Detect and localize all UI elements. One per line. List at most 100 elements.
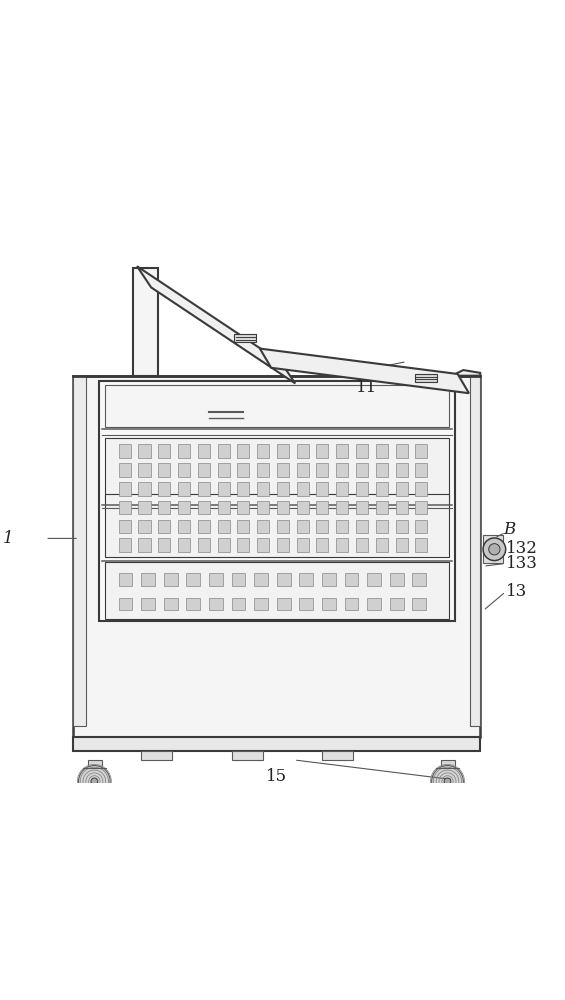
Bar: [277, 444, 289, 458]
Bar: [138, 520, 150, 533]
Bar: [483, 535, 503, 563]
Bar: [470, 376, 480, 726]
Bar: [198, 501, 210, 514]
Bar: [297, 501, 308, 514]
Bar: [119, 538, 131, 552]
Bar: [141, 751, 172, 760]
Bar: [322, 598, 336, 610]
Bar: [141, 573, 155, 586]
Bar: [376, 520, 388, 533]
Bar: [158, 482, 170, 496]
Bar: [237, 482, 249, 496]
Bar: [257, 482, 269, 496]
Circle shape: [91, 778, 98, 785]
Bar: [390, 598, 403, 610]
Bar: [257, 538, 269, 552]
Bar: [277, 598, 290, 610]
Bar: [105, 562, 449, 619]
Bar: [119, 463, 131, 477]
Bar: [356, 463, 368, 477]
Bar: [186, 598, 200, 610]
Bar: [297, 482, 308, 496]
Bar: [336, 501, 348, 514]
Bar: [316, 501, 328, 514]
Bar: [73, 376, 86, 726]
Bar: [209, 598, 223, 610]
Bar: [345, 573, 358, 586]
Bar: [232, 598, 245, 610]
Text: 11: 11: [356, 379, 377, 396]
Bar: [237, 444, 249, 458]
Bar: [356, 444, 368, 458]
Circle shape: [489, 544, 500, 555]
Bar: [119, 482, 131, 496]
Bar: [396, 463, 407, 477]
Circle shape: [444, 778, 451, 785]
Bar: [218, 501, 229, 514]
Text: B: B: [503, 521, 515, 538]
Polygon shape: [234, 334, 256, 342]
Bar: [441, 760, 455, 767]
Polygon shape: [137, 266, 295, 383]
Bar: [277, 573, 290, 586]
Bar: [336, 444, 348, 458]
Circle shape: [432, 766, 463, 797]
Bar: [277, 482, 289, 496]
Bar: [367, 598, 381, 610]
Bar: [178, 501, 190, 514]
Bar: [415, 538, 427, 552]
Bar: [164, 598, 177, 610]
Bar: [376, 501, 388, 514]
Bar: [277, 463, 289, 477]
Bar: [257, 444, 269, 458]
Bar: [105, 494, 449, 556]
Bar: [297, 538, 308, 552]
Bar: [297, 444, 308, 458]
Bar: [158, 538, 170, 552]
Bar: [257, 463, 269, 477]
Bar: [396, 501, 407, 514]
Bar: [415, 501, 427, 514]
Circle shape: [79, 766, 110, 797]
Bar: [336, 520, 348, 533]
Bar: [73, 737, 480, 751]
Bar: [232, 751, 263, 760]
Bar: [316, 520, 328, 533]
Bar: [376, 538, 388, 552]
Bar: [277, 538, 289, 552]
Bar: [412, 573, 426, 586]
Bar: [257, 520, 269, 533]
Bar: [336, 482, 348, 496]
Bar: [322, 751, 353, 760]
Bar: [99, 381, 455, 621]
Bar: [119, 520, 131, 533]
Bar: [164, 573, 177, 586]
Bar: [322, 573, 336, 586]
Bar: [316, 538, 328, 552]
Bar: [218, 482, 229, 496]
Bar: [356, 520, 368, 533]
Bar: [396, 444, 407, 458]
Bar: [336, 538, 348, 552]
Bar: [138, 463, 150, 477]
Bar: [376, 482, 388, 496]
Bar: [138, 444, 150, 458]
Polygon shape: [415, 374, 437, 382]
Bar: [237, 501, 249, 514]
Bar: [257, 501, 269, 514]
Bar: [356, 482, 368, 496]
Bar: [376, 444, 388, 458]
Bar: [254, 598, 268, 610]
Bar: [297, 520, 308, 533]
Text: 13: 13: [506, 583, 527, 600]
Text: 133: 133: [506, 555, 537, 572]
Bar: [198, 520, 210, 533]
Bar: [186, 573, 200, 586]
Bar: [178, 463, 190, 477]
Bar: [119, 573, 132, 586]
Bar: [105, 385, 449, 427]
Text: 1: 1: [3, 530, 14, 547]
Bar: [299, 573, 313, 586]
Bar: [178, 538, 190, 552]
Bar: [198, 482, 210, 496]
